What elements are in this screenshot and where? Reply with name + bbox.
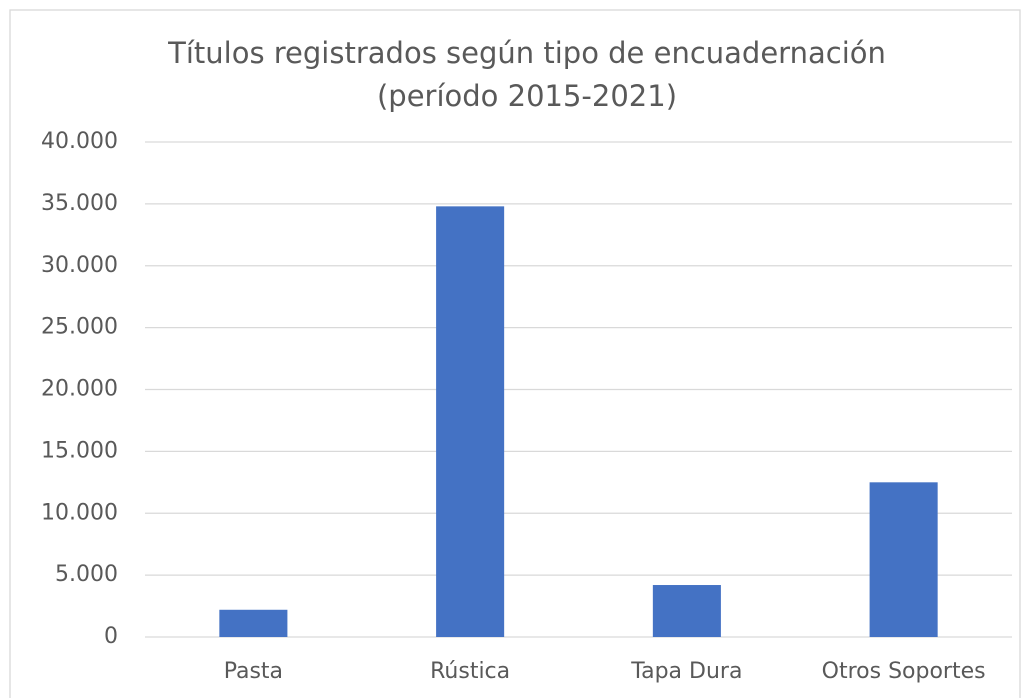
- y-tick-label: 40.000: [41, 129, 118, 154]
- y-tick-label: 20.000: [41, 377, 118, 402]
- chart-title: Títulos registrados según tipo de encuad…: [167, 36, 886, 70]
- x-tick-label: Otros Soportes: [822, 659, 986, 684]
- y-tick-label: 0: [104, 624, 118, 649]
- y-tick-label: 25.000: [41, 315, 118, 340]
- y-tick-label: 35.000: [41, 191, 118, 216]
- bar: [219, 609, 288, 637]
- bar: [652, 585, 721, 637]
- y-tick-label: 15.000: [41, 438, 118, 463]
- x-tick-label: Pasta: [224, 659, 283, 684]
- chart-title: (período 2015-2021): [377, 79, 677, 113]
- y-tick-label: 30.000: [41, 253, 118, 278]
- bar: [436, 206, 505, 637]
- x-tick-label: Tapa Dura: [630, 659, 742, 684]
- y-tick-label: 5.000: [55, 562, 118, 587]
- chart-border: [9, 9, 1021, 698]
- y-tick-label: 10.000: [41, 500, 118, 525]
- bar: [869, 482, 938, 637]
- x-tick-label: Rústica: [430, 659, 510, 684]
